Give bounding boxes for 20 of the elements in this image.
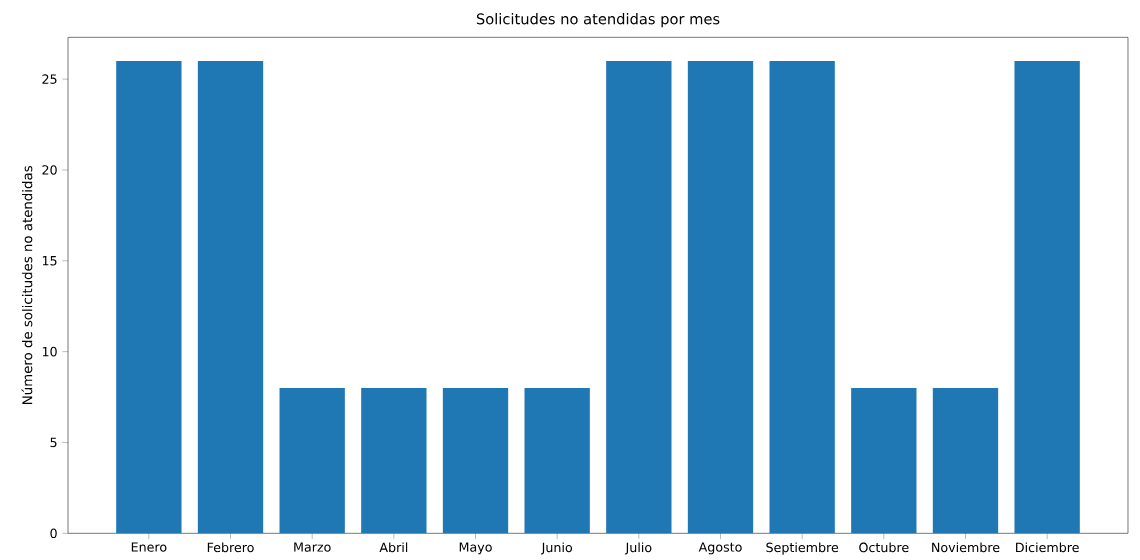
x-tick-label: Febrero — [207, 542, 254, 553]
x-tick-label: Mayo — [459, 542, 492, 555]
y-axis-title: Número de solicitudes no atendidas — [21, 166, 33, 404]
y-tick-label: 10 — [42, 346, 57, 357]
y-tick-label: 20 — [42, 165, 57, 175]
x-tick-label: Junio — [540, 542, 573, 555]
x-tick-label: Septiembre — [766, 542, 839, 555]
x-tick-label: Noviembre — [932, 542, 1000, 553]
x-tick-label: Abril — [379, 542, 408, 553]
y-tick-label: 0 — [50, 528, 57, 539]
x-tick-label: Octubre — [859, 542, 909, 553]
x-tick-label: Marzo — [294, 542, 331, 552]
x-tick-label: Diciembre — [1016, 542, 1079, 553]
chart-title: Solicitudes no atendidas por mes — [476, 13, 720, 28]
x-tick-label: Julio — [624, 542, 652, 555]
y-tick-label: 15 — [42, 256, 57, 266]
y-tick-label: 25 — [42, 74, 57, 84]
y-tick-label: 5 — [50, 437, 57, 448]
x-tick-label: Enero — [131, 542, 167, 552]
x-tick-label: Agosto — [698, 542, 742, 555]
